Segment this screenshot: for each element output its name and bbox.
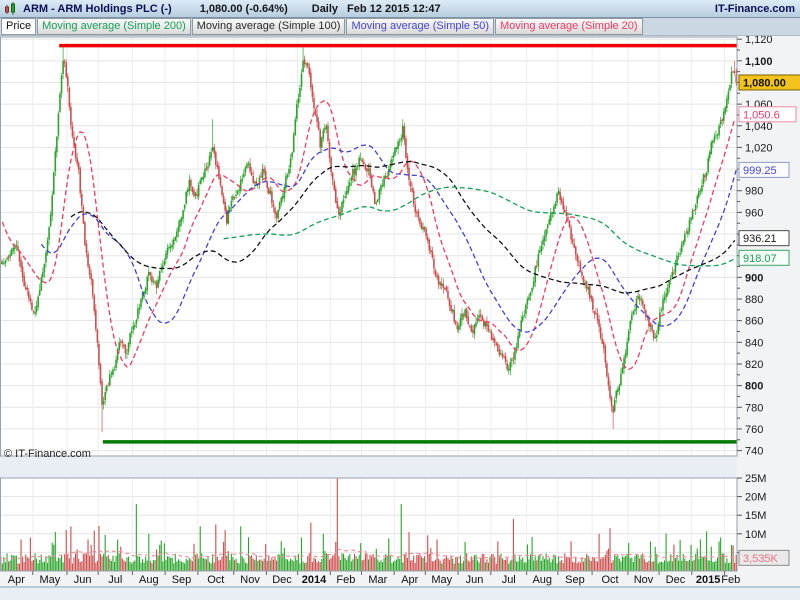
volume-axis-label-15m: 15M <box>745 510 766 522</box>
svg-text:3,535K: 3,535K <box>743 553 779 565</box>
ma20-value-tag: 1,050.6 <box>738 106 797 123</box>
month-label-nov-7: Nov <box>240 574 260 586</box>
month-label-dec-20: Dec <box>666 574 686 586</box>
tab-ma20[interactable]: Moving average (Simple 20) <box>495 18 643 35</box>
watermark: © IT-Finance.com <box>4 448 91 460</box>
price-axis-label-840: 840 <box>745 337 763 349</box>
instrument-title: ARM - ARM Holdings PLC (-) <box>23 2 172 15</box>
price-panel-border <box>0 36 738 457</box>
price-axis: 740 760 780 800 820 840 860 880 900 960 980 1,020 1,… <box>737 36 773 458</box>
volume-panel-border <box>0 477 738 572</box>
tab-ma100[interactable]: Moving average (Simple 100) <box>191 18 346 35</box>
month-label-jul-15: Jul <box>502 574 516 586</box>
price-axis-label-980: 980 <box>745 186 763 198</box>
month-label-2015-21: 2015 <box>696 574 720 586</box>
price-indicator-tabs: Price Moving average (Simple 200) Moving a… <box>0 18 800 36</box>
month-label-apr-12: Apr <box>401 574 418 586</box>
title-bar: ARM - ARM Holdings PLC (-) 1,080.00 (-0.… <box>0 0 800 18</box>
timeframe-label: Daily <box>311 2 339 15</box>
price-axis-label-1120: 1,120 <box>745 36 773 46</box>
quote-datetime: Feb 12 2015 12:47 <box>347 2 441 15</box>
axis-strip-background <box>737 36 800 586</box>
month-label-nov-19: Nov <box>634 574 654 586</box>
price-axis-label-960: 960 <box>745 207 763 219</box>
volume-axis-label-10m: 10M <box>745 529 766 541</box>
price-axis-label-760: 760 <box>745 424 763 436</box>
price-axis-label-820: 820 <box>745 359 763 371</box>
price-axis-label-800: 800 <box>745 381 763 393</box>
month-label-oct-18: Oct <box>601 574 618 586</box>
tab-ma200[interactable]: Moving average (Simple 200) <box>37 18 191 35</box>
svg-text:936.21: 936.21 <box>743 233 777 245</box>
price-axis-label-880: 880 <box>745 294 763 306</box>
price-panel[interactable] <box>0 37 737 456</box>
price-axis-label-740: 740 <box>745 446 763 458</box>
volume-ma20-line <box>3 548 737 560</box>
month-label-jul-3: Jul <box>108 574 122 586</box>
price-axis-label-780: 780 <box>745 402 763 414</box>
ma50-value-tag: 999.25 <box>738 161 790 178</box>
month-label-aug-4: Aug <box>139 574 159 586</box>
month-label-aug-16: Aug <box>532 574 552 586</box>
month-label-may-1: May <box>39 574 60 586</box>
svg-text:1,050.6: 1,050.6 <box>743 109 780 121</box>
month-axis-strip <box>0 571 737 586</box>
price-axis-label-860: 860 <box>745 316 763 328</box>
price-axis-label-900: 900 <box>745 272 763 284</box>
price-axis-label-1020: 1,020 <box>745 142 773 154</box>
month-label-may-13: May <box>431 574 452 586</box>
svg-text:999.25: 999.25 <box>743 165 777 177</box>
volume-axis-label-25m: 25M <box>745 473 766 485</box>
svg-text:1,080.00: 1,080.00 <box>743 77 786 89</box>
volume-axis-label-20m: 20M <box>745 492 766 504</box>
candlestick-logo-icon <box>3 1 17 16</box>
chart-canvas[interactable]: 740 760 780 800 820 840 860 880 900 960 980 1,020 1,… <box>0 36 800 600</box>
month-label-mar-11: Mar <box>368 574 387 586</box>
month-label-jun-14: Jun <box>466 574 484 586</box>
ma200-line <box>223 186 736 267</box>
price-axis-label-1100: 1,100 <box>745 56 773 68</box>
ma100-line <box>70 161 736 294</box>
last-price-tag: 1,080.00 <box>738 74 800 91</box>
month-label-dec-8: Dec <box>272 574 292 586</box>
month-label-2014-9: 2014 <box>302 574 327 586</box>
last-quote: 1,080.00 (-0.64%) <box>199 2 288 15</box>
month-axis: Apr May Jun Jul Aug Sep Oct Nov Dec 2014 Feb Mar Apr… <box>8 571 740 586</box>
month-label-apr-0: Apr <box>8 574 25 586</box>
month-label-sep-17: Sep <box>565 574 585 586</box>
ma200-value-tag: 918.07 <box>738 249 790 266</box>
tab-price[interactable]: Price <box>1 18 37 35</box>
tab-ma50[interactable]: Moving average (Simple 50) <box>346 18 495 35</box>
ma100-value-tag: 936.21 <box>738 230 790 247</box>
month-label-oct-6: Oct <box>207 574 224 586</box>
volume-axis: 25M 20M 15M 10M <box>737 473 766 553</box>
volume-bars <box>0 478 737 571</box>
month-label-feb-22: Feb <box>721 574 740 586</box>
month-label-sep-5: Sep <box>172 574 192 586</box>
volume-panel[interactable] <box>0 478 737 571</box>
svg-text:918.07: 918.07 <box>743 253 777 265</box>
ma20-line <box>1 100 736 371</box>
price-axis-label-1040: 1,040 <box>745 121 773 133</box>
month-label-jun-2: Jun <box>74 574 92 586</box>
brand-logo: IT-Finance.com <box>714 2 795 15</box>
candlesticks <box>0 45 738 433</box>
volume-ma20-value-tag: 3,535K <box>738 549 790 566</box>
month-label-feb-10: Feb <box>336 574 355 586</box>
